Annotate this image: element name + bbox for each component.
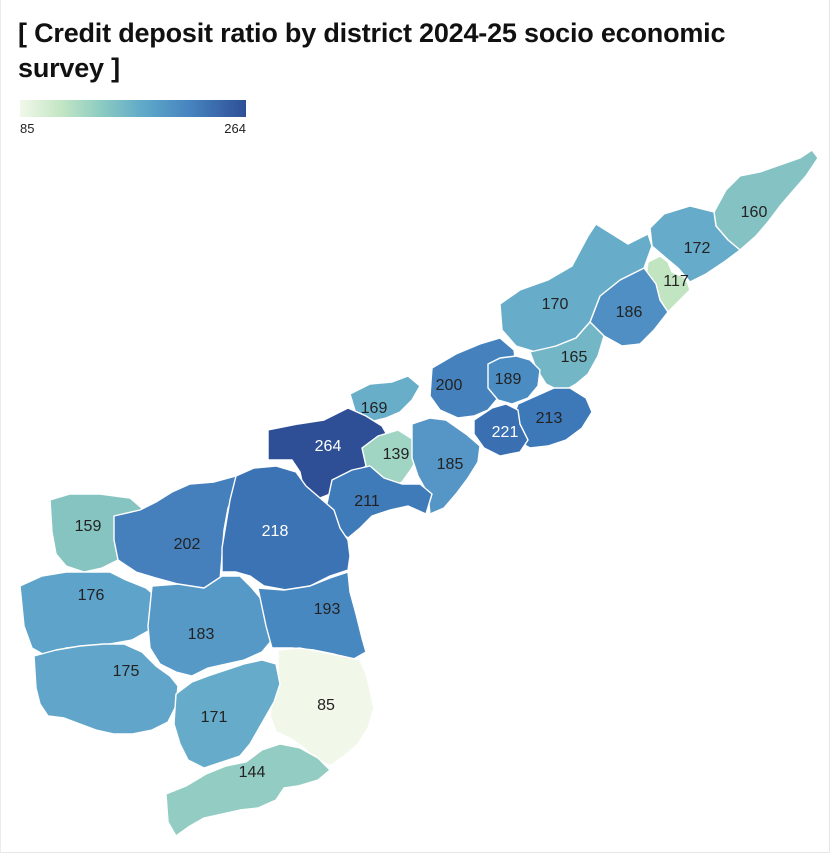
- district-value-label: 172: [684, 240, 711, 257]
- district-value-label: 171: [201, 709, 228, 726]
- district-value-label: 159: [75, 518, 102, 535]
- district-region[interactable]: [649, 205, 741, 283]
- district-region[interactable]: [173, 659, 281, 769]
- district-value-label: 169: [361, 400, 388, 417]
- color-legend: 85 264: [20, 100, 246, 140]
- district-value-label: 185: [437, 456, 464, 473]
- district-value-label: 218: [262, 523, 289, 540]
- district-value-label: 160: [741, 204, 768, 221]
- legend-gradient-bar: [20, 100, 246, 117]
- district-value-label: 117: [663, 273, 689, 290]
- district-value-label: 165: [561, 349, 588, 366]
- district-region[interactable]: [257, 571, 367, 661]
- district-value-label: 139: [383, 446, 410, 463]
- district-value-label: 85: [317, 697, 335, 714]
- district-region[interactable]: [165, 743, 331, 837]
- district-region[interactable]: [147, 575, 273, 677]
- district-region[interactable]: [713, 149, 819, 251]
- legend-max-label: 264: [224, 121, 246, 136]
- district-value-label: 170: [542, 296, 569, 313]
- district-region[interactable]: [473, 403, 529, 457]
- district-region[interactable]: [411, 417, 481, 515]
- district-value-label: 189: [495, 371, 522, 388]
- district-region[interactable]: [487, 355, 541, 405]
- district-region[interactable]: [113, 475, 237, 591]
- chart-title: [ Credit deposit ratio by district 2024-…: [18, 18, 726, 83]
- district-value-label: 200: [436, 377, 463, 394]
- district-value-label: 213: [536, 410, 563, 427]
- district-value-label: 221: [492, 424, 519, 441]
- legend-min-label: 85: [20, 121, 35, 136]
- district-value-label: 211: [354, 493, 380, 510]
- district-value-label: 176: [78, 587, 105, 604]
- district-value-label: 202: [174, 536, 201, 553]
- district-value-label: 183: [188, 626, 215, 643]
- district-value-label: 175: [113, 663, 140, 680]
- district-region[interactable]: [529, 321, 605, 393]
- district-value-label: 186: [616, 304, 643, 321]
- district-region[interactable]: [33, 643, 179, 735]
- district-region[interactable]: [221, 465, 351, 591]
- district-region[interactable]: [269, 647, 375, 767]
- district-value-label: 193: [314, 601, 341, 618]
- district-value-label: 144: [239, 764, 266, 781]
- district-region[interactable]: [19, 571, 161, 657]
- district-value-label: 264: [315, 438, 342, 455]
